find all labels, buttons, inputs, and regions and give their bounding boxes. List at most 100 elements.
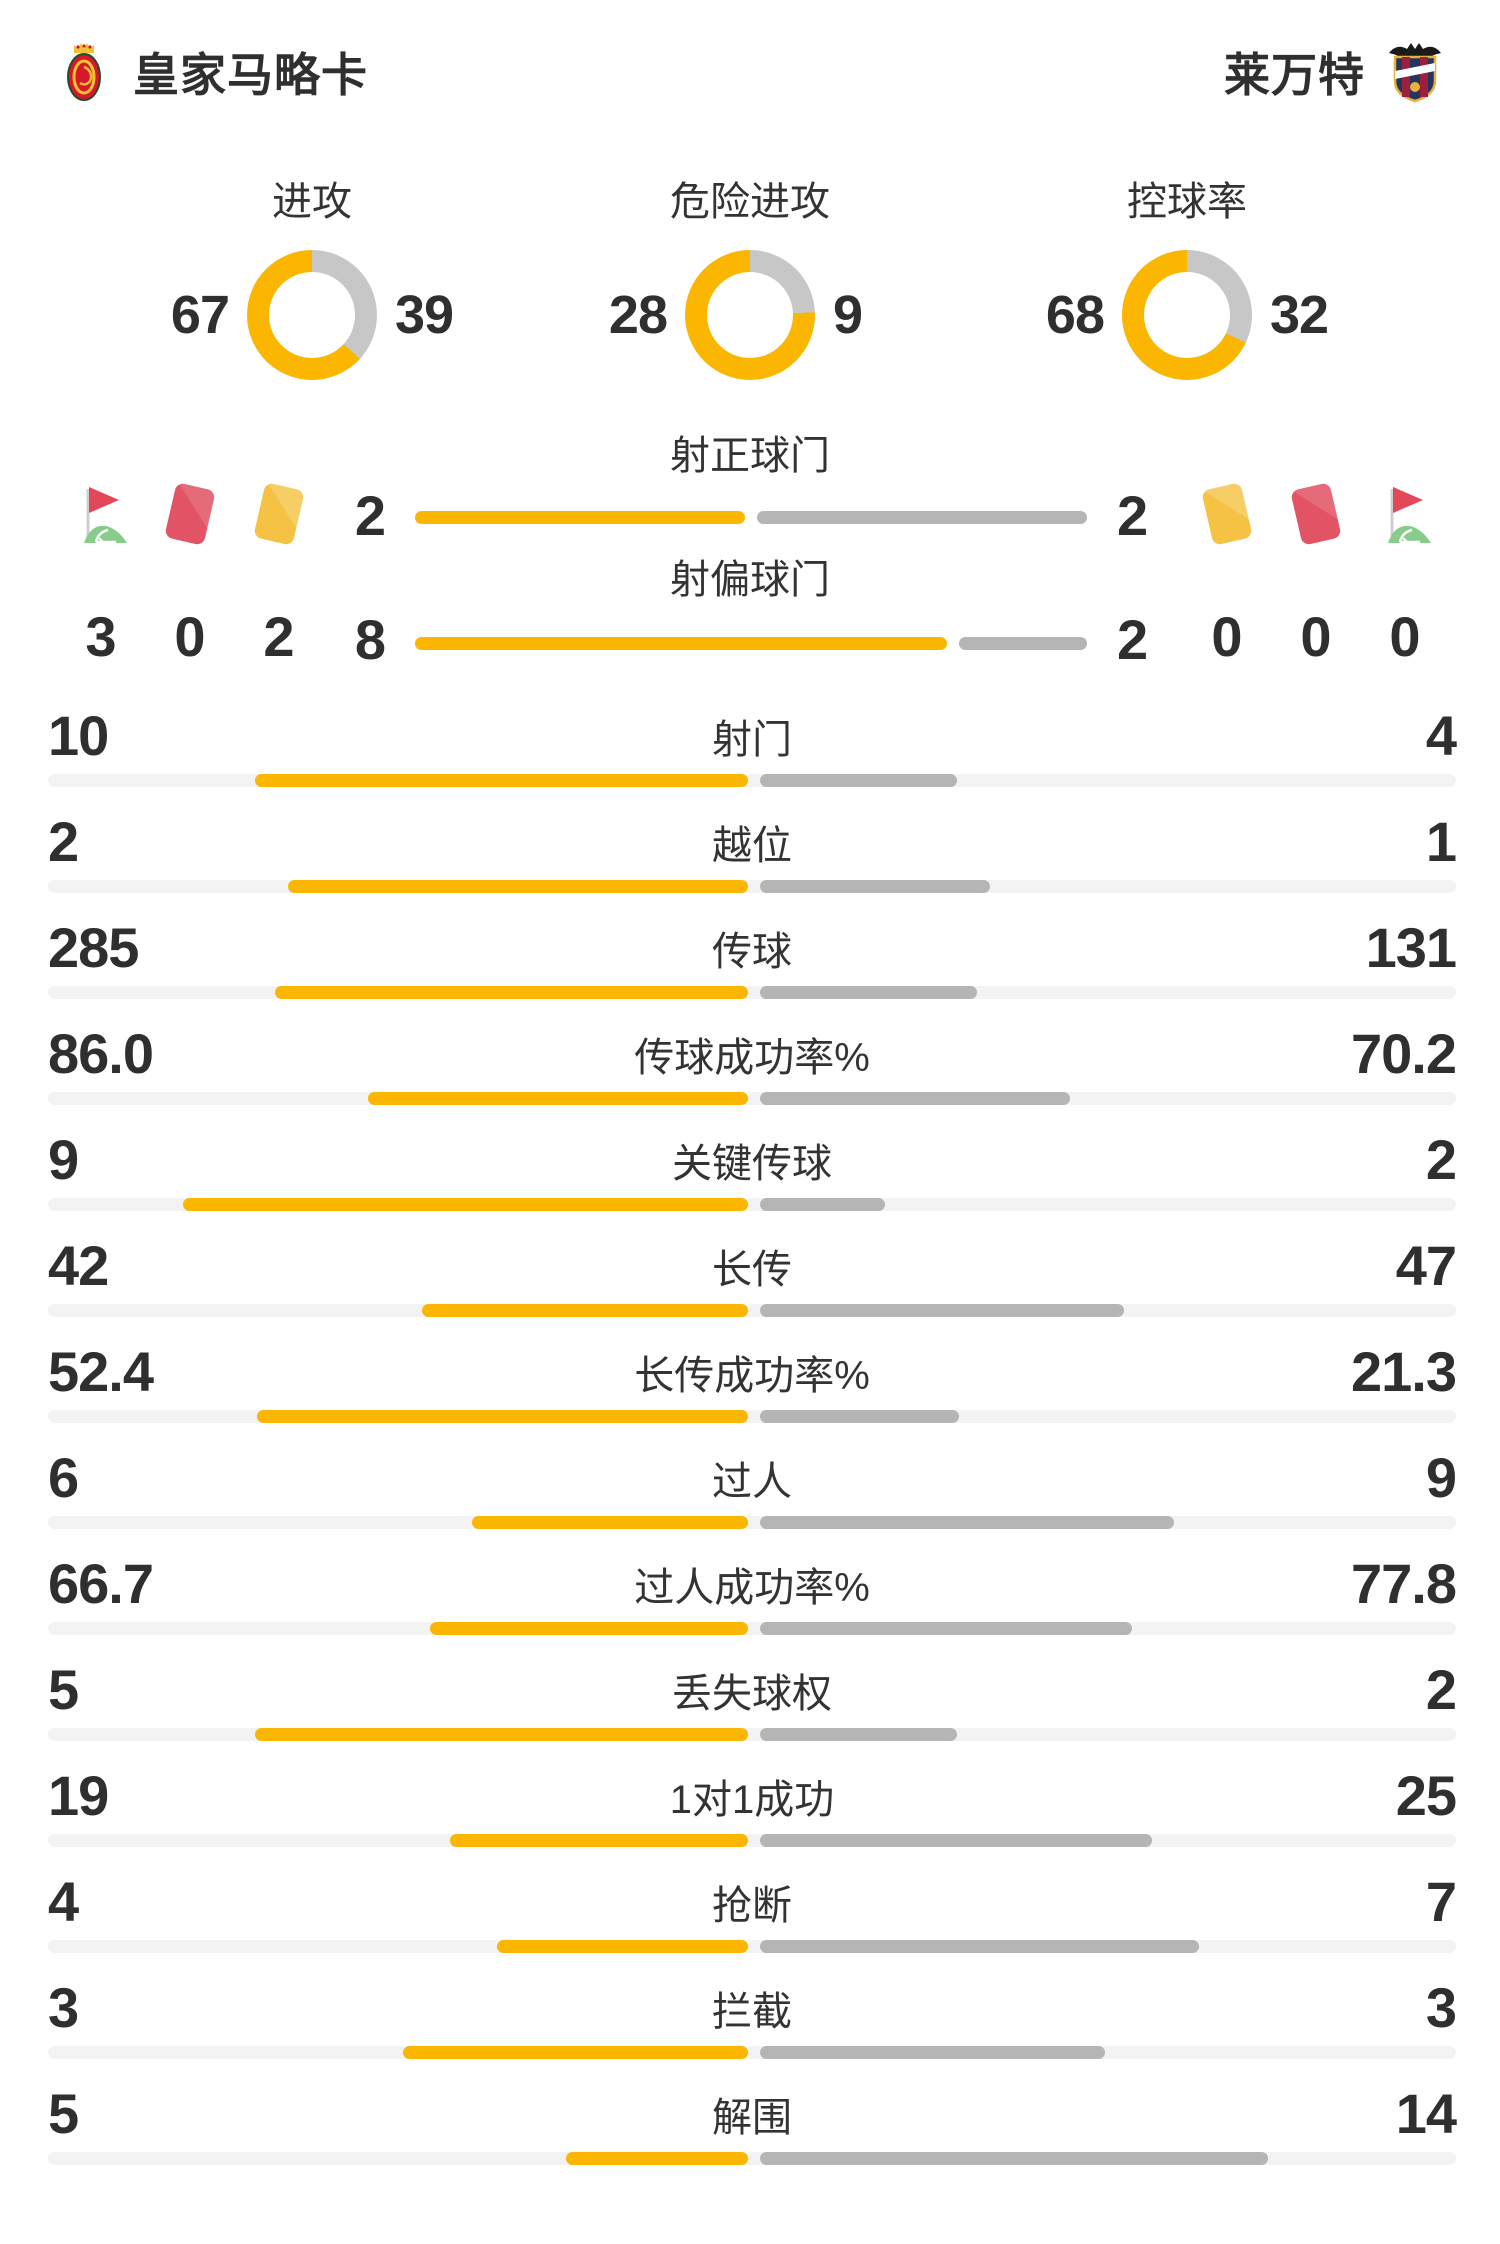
shots-off-target-home-bar xyxy=(415,637,947,650)
stat-label: 关键传球 xyxy=(672,1142,832,1186)
away-discipline-icons xyxy=(1182,482,1449,546)
shots-on-target-away-bar xyxy=(757,511,1087,524)
stat-home-value: 10 xyxy=(48,704,109,767)
stat-row: 52.4 长传成功率% 21.3 xyxy=(0,1326,1500,1432)
stat-label: 传球成功率% xyxy=(634,1036,870,1080)
stat-home-value: 19 xyxy=(48,1764,109,1827)
stat-bar-track xyxy=(48,1304,1456,1317)
stat-away-value: 3 xyxy=(1425,1976,1457,2039)
stat-home-value: 5 xyxy=(48,1658,79,1721)
stat-row: 10 射门 4 xyxy=(0,690,1500,796)
stat-home-value: 2 xyxy=(48,810,79,873)
shots-on-target-bar xyxy=(415,511,1087,524)
stat-label: 丢失球权 xyxy=(672,1672,832,1716)
stat-label: 长传成功率% xyxy=(634,1354,870,1398)
stat-bar-track xyxy=(48,1728,1456,1741)
stat-bar-track xyxy=(48,1198,1456,1211)
stat-home-value: 42 xyxy=(48,1234,109,1297)
stat-away-bar xyxy=(760,986,977,999)
stat-row: 19 1对1成功 25 xyxy=(0,1750,1500,1856)
stat-home-value: 3 xyxy=(48,1976,79,2039)
stat-home-value: 285 xyxy=(48,916,139,979)
stat-row: 3 拦截 3 xyxy=(0,1962,1500,2068)
home-discipline-icons xyxy=(56,482,323,546)
stat-away-bar xyxy=(760,1728,957,1741)
stat-row: 6 过人 9 xyxy=(0,1432,1500,1538)
stat-label: 传球 xyxy=(712,930,792,974)
shots-off-target-home-value: 8 xyxy=(354,608,386,671)
stat-away-bar xyxy=(760,1304,1124,1317)
stat-away-bar xyxy=(760,1092,1070,1105)
stat-bar-track xyxy=(48,1622,1456,1635)
stat-away-value: 9 xyxy=(1425,1446,1457,1509)
yellow-card-icon xyxy=(1200,482,1253,546)
possession-label: 控球率 xyxy=(1127,180,1247,224)
stat-bar-track xyxy=(48,1940,1456,1953)
corner-flag-icon xyxy=(1386,485,1432,545)
away-corners-value: 0 xyxy=(1389,604,1420,668)
stat-home-bar xyxy=(472,1516,748,1529)
possession-donut-chart xyxy=(1122,250,1252,380)
shots-on-target-home-bar xyxy=(415,511,745,524)
home-corners-value: 3 xyxy=(85,604,116,668)
shots-on-target-away-value: 2 xyxy=(1117,484,1148,547)
shots-off-target-label: 射偏球门 xyxy=(670,558,830,602)
dangerous-attacks-label: 危险进攻 xyxy=(670,180,830,224)
stat-away-value: 25 xyxy=(1395,1764,1457,1827)
stat-label: 过人成功率% xyxy=(634,1566,870,1610)
stat-label: 长传 xyxy=(712,1248,792,1292)
home-discipline-values: 3 0 2 xyxy=(56,604,323,668)
stat-home-value: 9 xyxy=(48,1128,79,1191)
stat-away-value: 47 xyxy=(1395,1234,1457,1297)
stat-away-value: 21.3 xyxy=(1351,1340,1457,1403)
stat-away-bar xyxy=(760,1410,959,1423)
stat-home-value: 86.0 xyxy=(48,1022,154,1085)
attacks-label: 进攻 xyxy=(272,180,352,224)
stat-bar-track xyxy=(48,1410,1456,1423)
yellow-card-icon xyxy=(252,482,305,546)
stat-row: 4 抢断 7 xyxy=(0,1856,1500,1962)
away-red-cards-value: 0 xyxy=(1300,604,1331,668)
stat-away-value: 1 xyxy=(1425,810,1457,873)
levante-crest-icon xyxy=(1389,43,1441,103)
stat-row: 5 丢失球权 2 xyxy=(0,1644,1500,1750)
stat-home-bar xyxy=(288,880,748,893)
stat-home-bar xyxy=(257,1410,748,1423)
mallorca-crest-icon xyxy=(67,43,101,101)
shots-on-target-home-value: 2 xyxy=(354,484,386,547)
attacks-donut-chart xyxy=(247,250,377,380)
stat-home-bar xyxy=(422,1304,748,1317)
stat-label: 拦截 xyxy=(712,1990,792,2034)
away-discipline-values: 0 0 0 xyxy=(1182,604,1449,668)
stat-away-value: 77.8 xyxy=(1351,1552,1457,1615)
stat-away-value: 131 xyxy=(1365,916,1457,979)
stat-label: 解围 xyxy=(712,2096,792,2140)
home-red-cards-value: 0 xyxy=(174,604,205,668)
stat-row: 5 解围 14 xyxy=(0,2068,1500,2174)
stat-row: 2 越位 1 xyxy=(0,796,1500,902)
stats-section: 10 射门 4 2 越位 1 285 传球 131 xyxy=(0,690,1500,2174)
attacks-donut-block: 进攻 67 39 xyxy=(92,180,532,380)
away-yellow-cards-value: 0 xyxy=(1211,604,1242,668)
stat-bar-track xyxy=(48,774,1456,787)
home-team: 皇家马略卡 xyxy=(57,39,368,105)
stat-home-bar xyxy=(497,1940,748,1953)
shots-off-target-bar xyxy=(415,637,1087,650)
stat-away-value: 4 xyxy=(1425,704,1457,767)
stat-away-bar xyxy=(760,2152,1268,2165)
shots-on-target-label: 射正球门 xyxy=(670,434,830,478)
stat-home-bar xyxy=(430,1622,748,1635)
possession-donut-block: 控球率 68 32 xyxy=(967,180,1407,380)
stat-away-value: 7 xyxy=(1425,1870,1457,1933)
stat-bar-track xyxy=(48,1516,1456,1529)
stat-away-bar xyxy=(760,1834,1152,1847)
stat-home-value: 52.4 xyxy=(48,1340,154,1403)
stat-away-bar xyxy=(760,774,957,787)
red-card-icon xyxy=(1289,482,1342,546)
stat-home-bar xyxy=(255,1728,748,1741)
stat-label: 抢断 xyxy=(712,1884,792,1928)
stat-home-bar xyxy=(183,1198,748,1211)
stat-away-value: 70.2 xyxy=(1351,1022,1457,1085)
red-card-icon xyxy=(163,482,216,546)
stat-away-bar xyxy=(760,880,990,893)
